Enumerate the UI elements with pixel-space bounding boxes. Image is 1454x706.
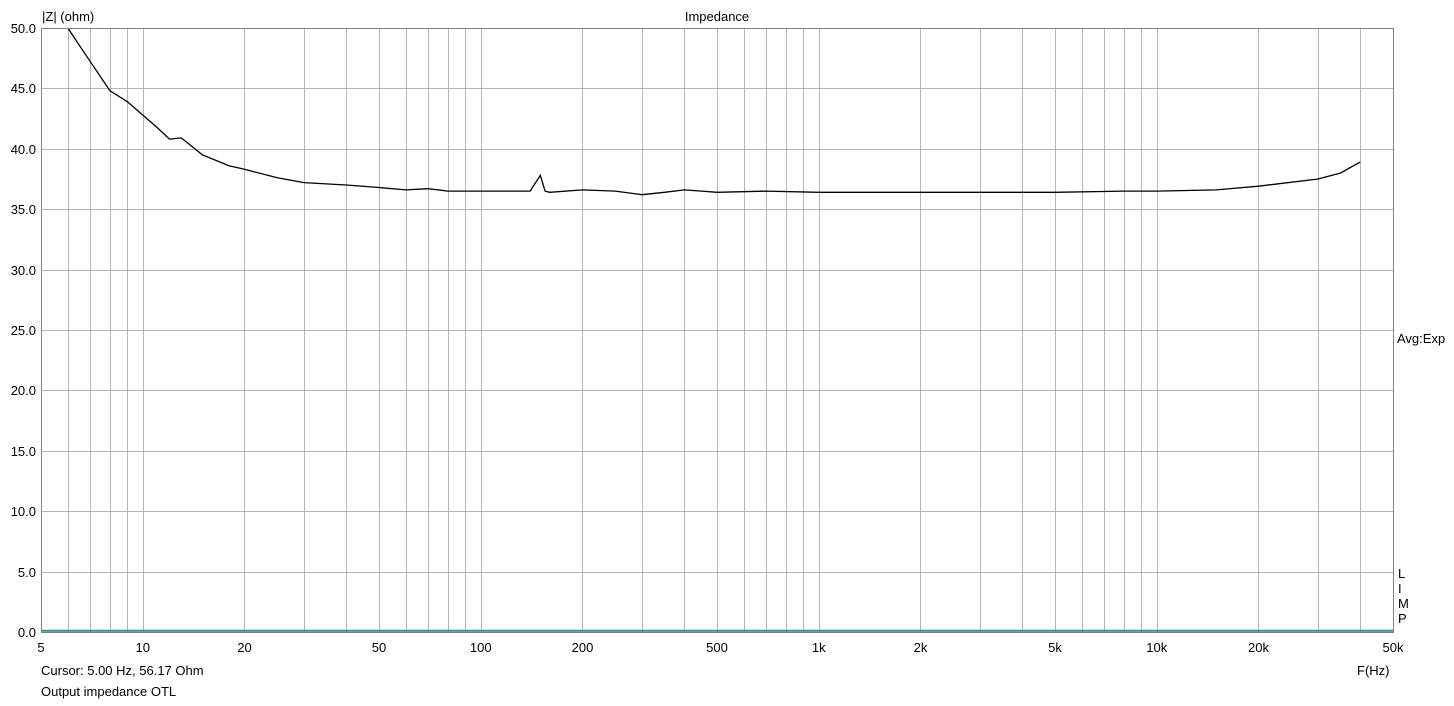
side-letter-m: M (1398, 596, 1409, 611)
y-tick-label: 40.0 (11, 142, 36, 157)
x-tick-label: 2k (914, 640, 928, 655)
y-tick-label: 5.0 (18, 565, 36, 580)
x-tick-label: 10k (1146, 640, 1167, 655)
impedance-trace (67, 27, 1361, 196)
y-tick-label: 45.0 (11, 81, 36, 96)
x-tick-labels: 5 10 20 50 100 200 500 1k 2k 5k 10k 20k 50k (37, 640, 1404, 655)
x-axis-unit-label: F(Hz) (1357, 663, 1390, 678)
y-tick-label: 50.0 (11, 21, 36, 36)
x-tick-label: 10 (136, 640, 150, 655)
y-axis-label: |Z| (ohm) (42, 9, 95, 24)
x-tick-label: 20 (237, 640, 251, 655)
chart-grid (41, 28, 1394, 633)
plot-frame (41, 28, 1394, 633)
x-tick-label: 200 (572, 640, 594, 655)
y-tick-label: 10.0 (11, 504, 36, 519)
y-tick-label: 20.0 (11, 383, 36, 398)
y-tick-labels: 0.0 5.0 10.0 15.0 20.0 25.0 30.0 35.0 40.0 45.0 50… (11, 21, 36, 640)
averaging-label: Avg:Exp (1397, 331, 1446, 346)
y-tick-label: 25.0 (11, 323, 36, 338)
trace-caption: Output impedance OTL (41, 684, 177, 699)
y-tick-label: 35.0 (11, 202, 36, 217)
x-tick-label: 500 (706, 640, 728, 655)
x-tick-label: 100 (470, 640, 492, 655)
cursor-readout: Cursor: 5.00 Hz, 56.17 Ohm (41, 663, 204, 678)
y-tick-label: 15.0 (11, 444, 36, 459)
side-letter-i: I (1398, 581, 1402, 596)
chart-traces (41, 27, 1393, 632)
x-tick-label: 20k (1248, 640, 1269, 655)
y-tick-label: 30.0 (11, 263, 36, 278)
side-letter-p: P (1398, 611, 1407, 626)
x-tick-label: 50 (372, 640, 386, 655)
x-tick-label: 5 (37, 640, 44, 655)
x-tick-label: 1k (812, 640, 826, 655)
chart-title: Impedance (684, 9, 750, 24)
x-tick-label: 50k (1383, 640, 1404, 655)
x-tick-label: 5k (1048, 640, 1062, 655)
y-tick-label: 0.0 (18, 625, 36, 640)
side-letter-l: L (1398, 566, 1406, 581)
